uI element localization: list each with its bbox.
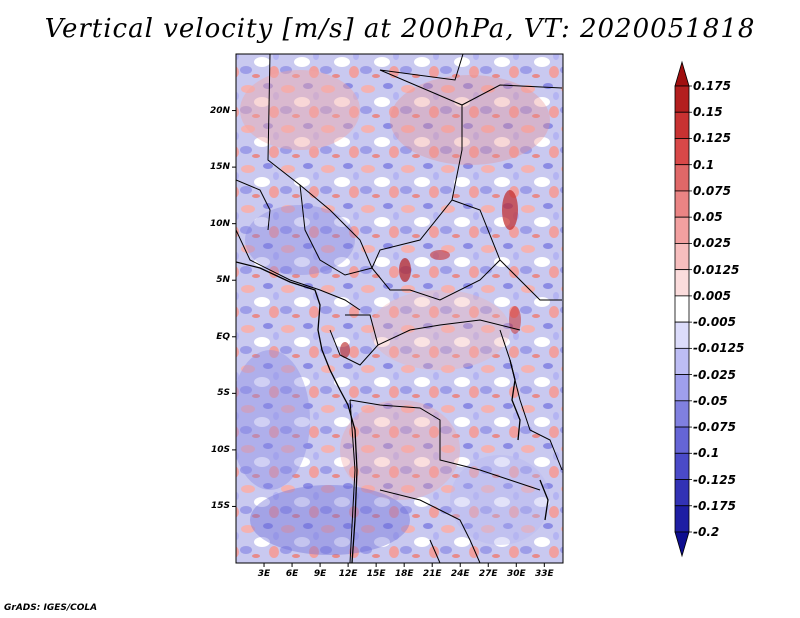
colorbar-label: 0.0125 <box>693 262 740 277</box>
colorbar-label: 0.025 <box>693 236 731 251</box>
lon-label: 27E <box>478 569 498 579</box>
colorbar-bottom-arrow <box>674 531 690 558</box>
colorbar-box <box>674 347 690 375</box>
colorbar-label: 0.1 <box>693 157 715 172</box>
lon-label: 9E <box>313 569 327 579</box>
map-title: Vertical velocity [m/s] at 200hPa, VT: 2… <box>44 14 756 44</box>
lon-label: 24E <box>450 569 470 579</box>
colorbar-label: 0.15 <box>693 105 723 120</box>
colorbar-box <box>674 321 690 349</box>
colorbar-box <box>674 269 690 297</box>
lat-label: EQ <box>216 331 230 342</box>
colorbar-label: -0.025 <box>693 367 736 382</box>
coastline <box>236 261 549 563</box>
credit-text: GrADS: IGES/COLA <box>4 603 98 613</box>
lat-label: 5S <box>217 388 230 399</box>
lon-label: 15E <box>366 569 386 579</box>
lon-label: 33E <box>534 569 554 579</box>
colorbar-label: -0.175 <box>693 498 736 513</box>
colorbar-label: -0.05 <box>693 393 728 408</box>
lat-label: 10S <box>210 444 230 455</box>
colorbar-box <box>674 400 690 428</box>
colorbar-label: -0.1 <box>693 446 720 461</box>
lon-label: 18E <box>394 569 414 579</box>
lat-label: 15S <box>210 501 230 512</box>
colorbar-label: -0.125 <box>693 472 736 487</box>
plot-frame <box>235 53 564 564</box>
colorbar-label: 0.075 <box>693 183 731 198</box>
colorbar-box <box>674 426 690 454</box>
colorbar-top-arrow <box>674 60 690 87</box>
colorbar-box <box>674 505 690 533</box>
lon-label: 3E <box>257 569 271 579</box>
latitude-ticks <box>232 110 236 507</box>
colorbar-box <box>674 479 690 507</box>
colorbar-label: -0.075 <box>693 420 736 435</box>
velocity-field <box>236 54 563 563</box>
longitude-ticks <box>263 563 545 567</box>
colorbar-box <box>674 452 690 480</box>
colorbar-label: 0.05 <box>693 210 723 225</box>
lon-label: 30E <box>506 569 526 579</box>
lon-label: 6E <box>285 569 299 579</box>
colorbar-box <box>674 138 690 166</box>
colorbar-label: 0.005 <box>693 288 731 303</box>
colorbar-box <box>674 374 690 402</box>
lat-label: 20N <box>209 105 230 116</box>
colorbar-box <box>674 85 690 113</box>
colorbar-label: -0.2 <box>693 525 720 539</box>
colorbar-box <box>674 216 690 244</box>
colorbar-box <box>674 164 690 192</box>
colorbar-box <box>674 190 690 218</box>
colorbar-box <box>674 295 690 323</box>
colorbar-label: -0.005 <box>693 315 736 330</box>
lat-label: 15N <box>209 162 230 173</box>
colorbar-label: 0.175 <box>693 79 731 93</box>
colorbar-box <box>674 243 690 271</box>
lat-label: 10N <box>209 218 230 229</box>
lon-label: 21E <box>422 569 442 579</box>
colorbar-label: 0.125 <box>693 131 731 146</box>
country-borders <box>236 54 563 563</box>
lon-label: 12E <box>338 569 358 579</box>
colorbar-box <box>674 111 690 139</box>
lat-label: 5N <box>216 275 230 286</box>
colorbar-label: -0.0125 <box>693 341 745 356</box>
